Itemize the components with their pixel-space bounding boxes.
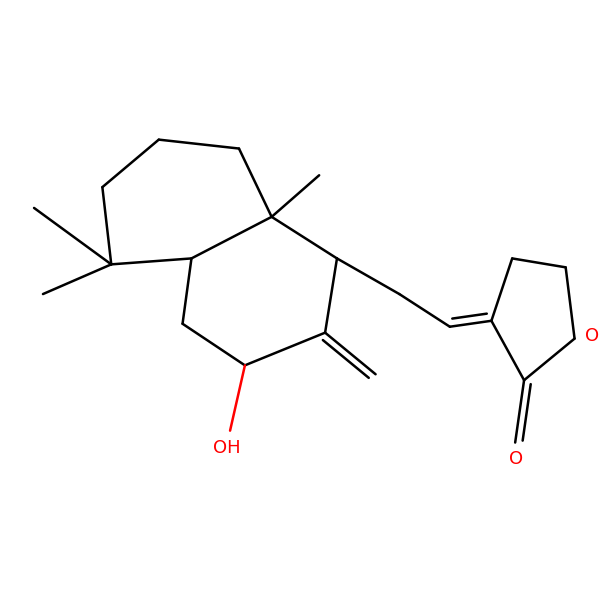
Text: O: O [586,326,599,344]
Text: OH: OH [213,439,241,457]
Text: O: O [509,450,523,468]
